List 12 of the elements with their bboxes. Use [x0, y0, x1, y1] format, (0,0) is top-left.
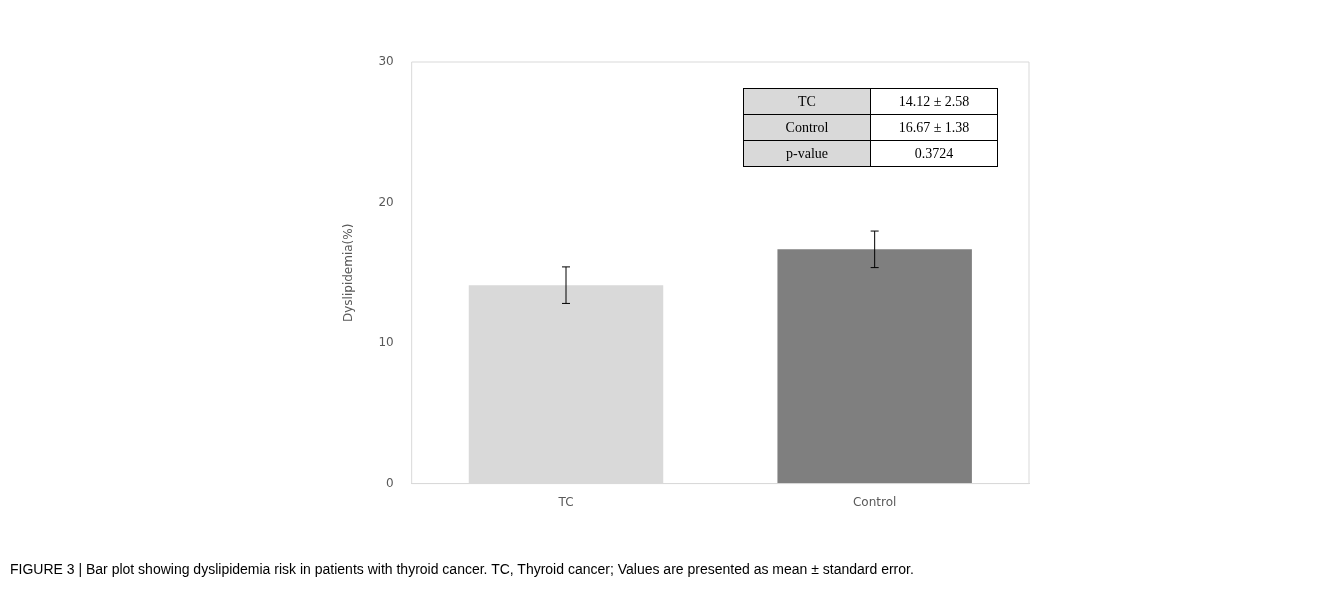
annotation: 0.3724 [870, 140, 998, 167]
category-label: Control [785, 119, 829, 135]
caption: FIGURE 3 | Bar plot showing dyslipidemia risk in patients with thyroid cancer. TC, Thyroid cancer; Values are presented as mean ± standard error. [10, 560, 914, 577]
annotation: p-value [743, 140, 871, 167]
category-label: TC [798, 93, 816, 109]
annotation: 16.67 ± 1.38 [870, 114, 998, 141]
y-tick-label: 20 [378, 194, 394, 209]
y-tick-label: 10 [378, 335, 394, 350]
annotation: 14.12 ± 2.58 [870, 88, 998, 115]
y-tick-label: 0 [386, 475, 394, 490]
y-axis-title: Dyslipidemia(%) [341, 223, 356, 322]
y-tick-label: 30 [378, 54, 394, 69]
